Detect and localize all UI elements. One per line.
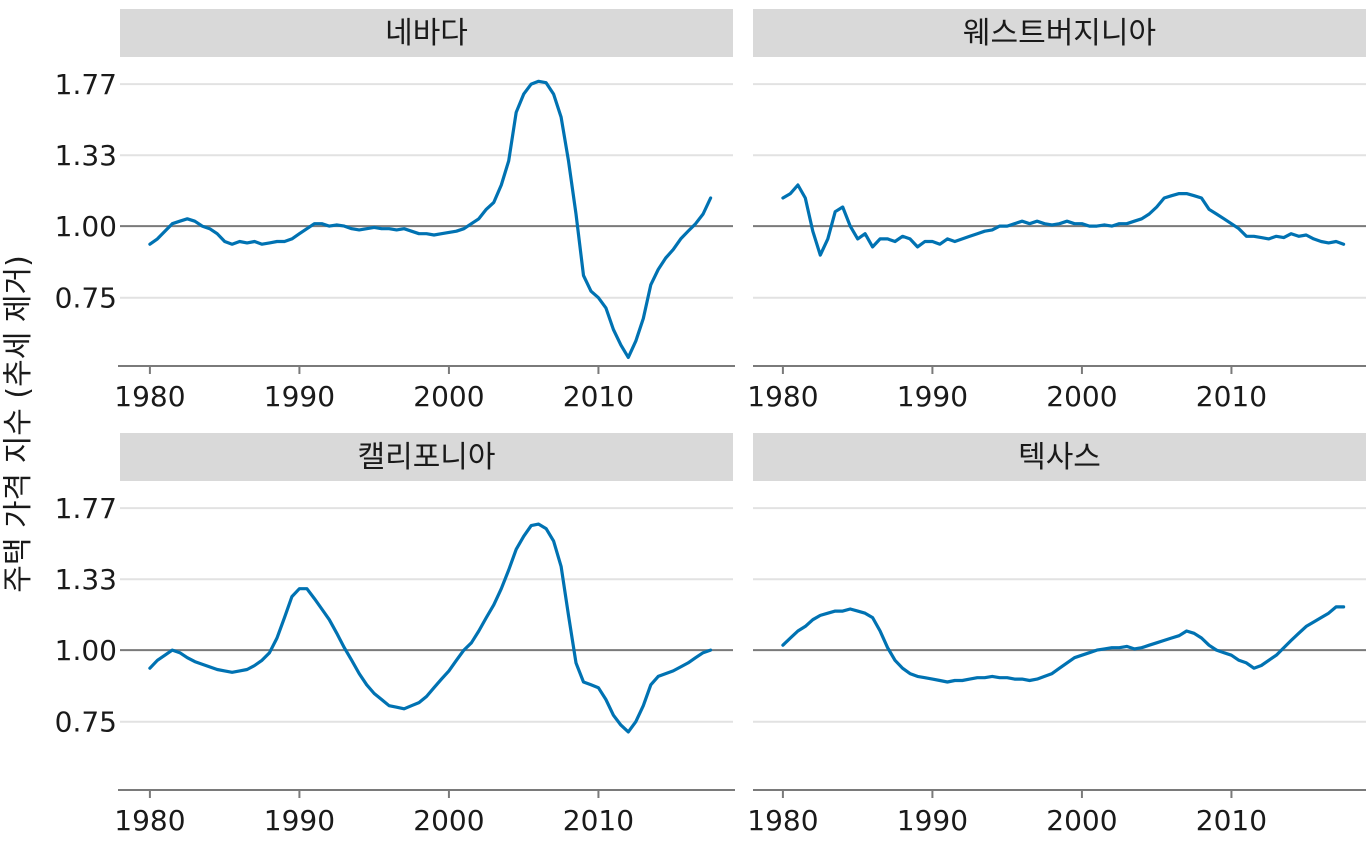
x-tick-label: 2000 (413, 380, 484, 413)
facet-strip (753, 433, 1366, 481)
facet-label: 캘리포니아 (358, 440, 496, 475)
y-tick-label: 1.77 (55, 68, 117, 101)
x-tick-label: 2010 (563, 804, 634, 837)
facet-label: 웨스트버지니아 (963, 16, 1156, 51)
facet-panel: 텍사스 1980 1990 2000 2010 (747, 433, 1366, 837)
x-tick-label: 1980 (747, 804, 818, 837)
facet-strip (120, 9, 733, 57)
y-tick-label: 1.33 (55, 139, 117, 172)
y-axis-title: 주택 가격 지수 (추세 제거) (1, 255, 36, 593)
y-tick-label: 0.75 (55, 706, 117, 739)
series-line (781, 605, 1346, 684)
x-tick-label: 1990 (264, 804, 335, 837)
facet-panel: 네바다 0.75 1.00 1.33 1.77 1980 1990 2000 2010 (55, 9, 735, 413)
series-line (781, 183, 1346, 257)
y-tick-label: 1.00 (55, 634, 117, 667)
facet-label: 네바다 (385, 16, 468, 51)
x-tick-label: 1990 (897, 804, 968, 837)
x-tick-label: 2000 (1046, 804, 1117, 837)
y-tick-label: 1.33 (55, 563, 117, 596)
x-tick-label: 1990 (897, 380, 968, 413)
x-tick-label: 2000 (1046, 380, 1117, 413)
x-tick-label: 2010 (1196, 380, 1267, 413)
x-tick-label: 1980 (747, 380, 818, 413)
x-tick-label: 2010 (1196, 804, 1267, 837)
facet-panel: 웨스트버지니아 1980 1990 2000 2010 (747, 9, 1366, 413)
facet-strip (753, 9, 1366, 57)
y-tick-label: 0.75 (55, 282, 117, 315)
series-line (148, 522, 713, 734)
facet-panel: 캘리포니아 0.75 1.00 1.33 1.77 1980 1990 2000 2010 (55, 433, 735, 837)
series-line (148, 79, 713, 359)
facet-strip (120, 433, 733, 481)
x-tick-label: 1980 (114, 380, 185, 413)
y-tick-label: 1.00 (55, 210, 117, 243)
x-tick-label: 1990 (264, 380, 335, 413)
x-tick-label: 2010 (563, 380, 634, 413)
x-tick-label: 2000 (413, 804, 484, 837)
x-tick-label: 1980 (114, 804, 185, 837)
facet-label: 텍사스 (1018, 440, 1101, 475)
y-tick-label: 1.77 (55, 492, 117, 525)
